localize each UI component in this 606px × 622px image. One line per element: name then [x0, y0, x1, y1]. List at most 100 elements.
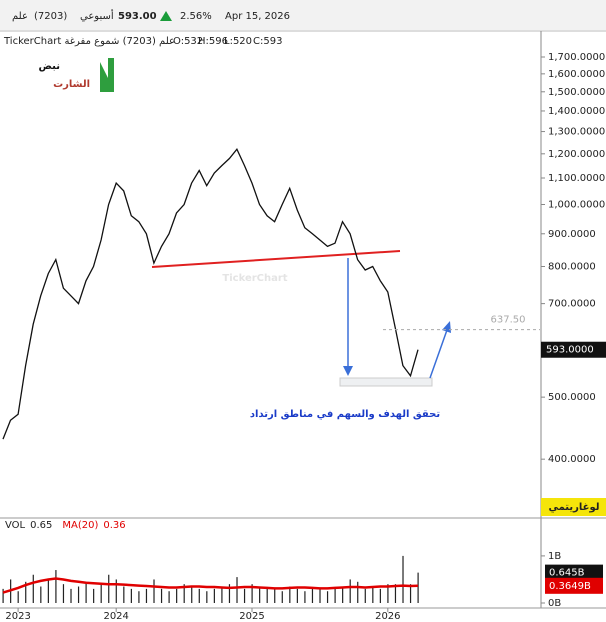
y-tick-label: 1,000.0000: [548, 199, 605, 210]
volume-bar: [70, 588, 72, 603]
volume-bar: [221, 586, 223, 603]
legend-name: VOL: [5, 520, 26, 531]
volume-bar: [357, 581, 359, 603]
volume-bar: [130, 588, 132, 603]
volume-bar: [47, 579, 49, 603]
y-tick-label: 900.0000: [548, 229, 596, 240]
volume-bar: [62, 584, 65, 603]
y-tick-label: 1,600.0000: [548, 69, 605, 80]
volume-bar: [274, 588, 276, 603]
y-tick-label: 1,100.0000: [548, 173, 605, 184]
volume-bar: [176, 588, 178, 603]
watermark: TickerChart: [222, 273, 287, 284]
volume-bar: [77, 586, 80, 603]
x-tick-label: 2024: [103, 611, 128, 622]
volume-bar: [228, 584, 231, 603]
volume-bar: [334, 588, 336, 603]
legend-value: 0.36: [103, 520, 125, 531]
y-tick-label: 1,700.0000: [548, 52, 605, 63]
volume-tag: [545, 564, 603, 581]
volume-bar: [17, 591, 19, 603]
change: 2.56%: [180, 11, 212, 22]
volume-bar: [25, 581, 27, 603]
legend-name: MA(20): [62, 520, 98, 531]
volume-bar: [281, 591, 283, 603]
volume-tag: [545, 577, 603, 594]
volume-bar: [160, 588, 163, 603]
volume-bar: [236, 577, 238, 603]
volume-bar: [153, 579, 155, 603]
volume-bar: [213, 588, 215, 603]
logo-bottom: الشارت: [53, 79, 90, 90]
logo-mark: [100, 58, 114, 92]
y-tick-label: 1,500.0000: [548, 87, 605, 98]
volume-bar: [342, 586, 344, 603]
date: Apr 15, 2026: [225, 11, 290, 22]
volume-bar: [85, 581, 87, 603]
price-tag: [541, 341, 606, 358]
y-tick-label: 500.0000: [548, 392, 596, 403]
open: O:532: [173, 36, 203, 47]
annotation: تحقق الهدف والسهم في مناطق ارتداد: [250, 409, 440, 420]
volume-bar: [394, 584, 397, 603]
line: [2, 577, 419, 594]
volume-bar: [108, 574, 110, 603]
volume-bar: [123, 586, 125, 603]
code: (7203): [34, 11, 67, 22]
volume-bar: [296, 588, 298, 603]
x-tick-label: 2025: [239, 611, 264, 622]
volume-bar: [402, 555, 404, 603]
volume-bar: [115, 579, 117, 603]
price: 593.00: [118, 11, 157, 22]
y-tick-label: 1,400.0000: [548, 106, 605, 117]
volume-bar: [191, 586, 193, 603]
neckline: [151, 250, 401, 268]
volume-bar: [206, 591, 208, 603]
volume-bar: [251, 584, 253, 603]
info: TickerChart علم (7203) شموع مفرغة: [3, 36, 175, 47]
volume-bar: [349, 579, 351, 603]
x-tick-label: 2023: [5, 611, 30, 622]
volume-tag-label: 0.3649B: [549, 581, 591, 592]
y-tick-label: 1,200.0000: [548, 149, 605, 160]
symbol: علم: [12, 11, 28, 22]
volume-tag-label: 0.645B: [549, 568, 585, 579]
volume-bar: [319, 588, 321, 603]
y-tick-label: 400.0000: [548, 454, 596, 465]
target-zone: [339, 377, 433, 387]
line: [2, 147, 419, 440]
volume-bar: [266, 588, 268, 603]
log-button[interactable]: [541, 498, 606, 516]
volume-bar: [32, 574, 34, 603]
low: L:520: [224, 36, 252, 47]
volume-bar: [183, 584, 185, 603]
up-icon: [160, 11, 172, 21]
volume-bar: [387, 584, 389, 603]
logo-top: نبض: [39, 61, 60, 72]
volume-bar: [100, 584, 102, 603]
close: C:593: [253, 36, 282, 47]
volume-bar: [2, 588, 4, 603]
volume-bar: [40, 586, 42, 603]
log-button-label[interactable]: لوغاريتمي: [548, 502, 599, 513]
volume-bar: [417, 572, 419, 603]
volume-bar: [326, 591, 329, 603]
volume-bar: [198, 588, 200, 603]
volume-bar: [259, 586, 261, 603]
up-arrow-head: [442, 321, 451, 333]
volume-bar: [379, 588, 381, 603]
volume-bar: [55, 570, 57, 603]
x-tick-label: 2026: [375, 611, 400, 622]
top-bar: [0, 0, 606, 30]
y-tick-label: 800.0000: [548, 262, 596, 273]
volume-bar: [168, 591, 170, 603]
y-tick-label: 0B: [548, 598, 561, 609]
price-tag-label: 593.0000: [546, 345, 594, 356]
volume-bar: [243, 588, 246, 603]
volume-bar: [409, 584, 412, 603]
volume-bar: [311, 588, 314, 603]
y-tick-label: 700.0000: [548, 299, 596, 310]
volume-bar: [93, 588, 95, 603]
volume-bar: [289, 586, 291, 603]
